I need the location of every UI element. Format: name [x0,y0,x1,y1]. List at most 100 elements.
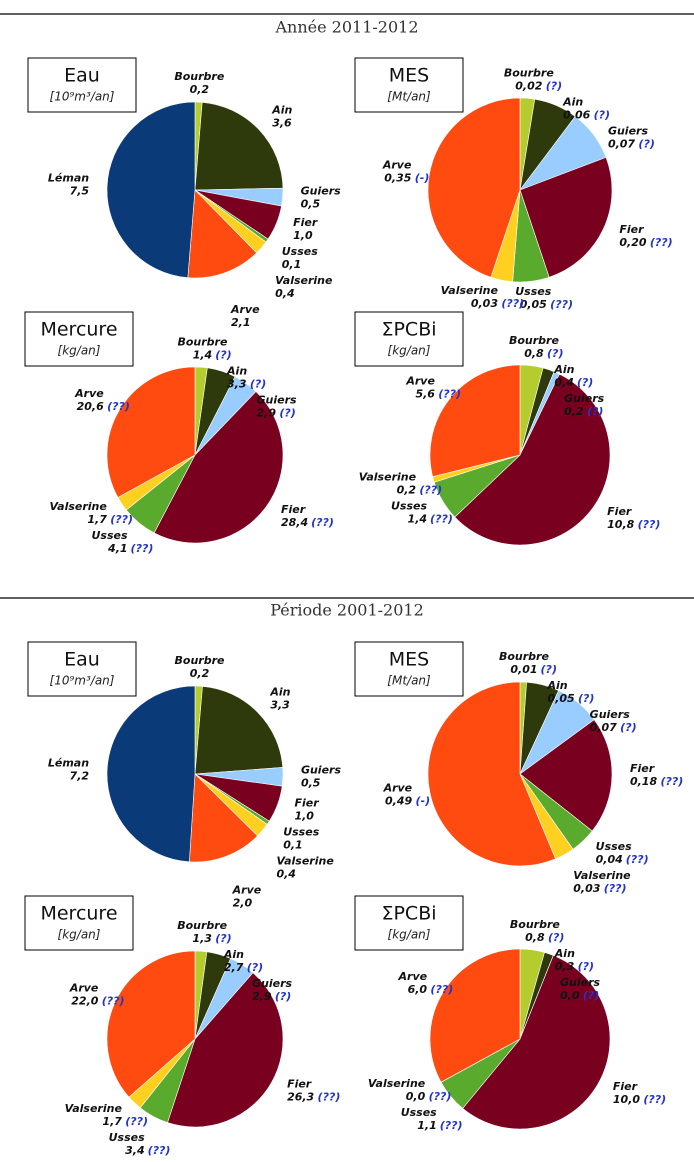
uncertainty-note: (?) [250,377,266,390]
pie-slice [153,391,284,544]
value-label: 0,5 [301,198,321,211]
value-label: 1,7 [102,1115,122,1128]
slice-label: Guiers [564,392,605,405]
chart-subtitle: [kg/an] [58,928,101,942]
chart-subtitle: [kg/an] [58,344,101,358]
slice-label: Fier [619,223,644,236]
uncertainty-note: (??) [125,1115,148,1128]
pie-slice [519,156,613,278]
uncertainty-note: (??) [626,853,649,866]
slice-label: Léman [48,757,89,770]
slice-label: Valserine [50,500,108,513]
title-box [354,57,464,113]
value-label: 2,0 [233,897,253,910]
slice-label: Bourbre [177,335,227,348]
slice-label: Ain [269,685,290,698]
slice-label: Arve [230,303,260,316]
uncertainty-note: (??) [501,297,524,310]
uncertainty-note: (?) [547,347,563,360]
slice-label: Valserine [441,284,499,297]
value-label: 7,2 [70,770,90,783]
chart-title: Eau [64,65,100,87]
slice-label: Guiers [301,185,342,198]
uncertainty-note: (?) [279,406,295,419]
slice-label: Arve [383,782,413,795]
value-label: 0,4 [554,376,574,389]
uncertainty-note: (??) [430,512,453,525]
slice-label: Valserine [65,1102,123,1115]
uncertainty-note: (?) [578,692,594,705]
value-label: 0,04 [596,853,623,866]
slice-label: Usses [596,840,632,853]
value-label: 0,07 [608,137,635,150]
value-label: 0,2 [397,483,417,496]
slice-label: Usses [515,285,551,298]
slice-label: Bourbre [510,918,560,931]
uncertainty-note: (-) [415,171,430,184]
slice-label: Bourbre [509,334,559,347]
slice-label: Bourbre [504,66,554,79]
slice-label: Bourbre [175,654,225,667]
value-label: 0,1 [282,258,302,271]
pie-slice [167,972,284,1128]
slice-label: Fier [613,1080,638,1093]
value-label: 0,35 [384,171,411,184]
slice-label: Arve [232,884,262,897]
title-box [27,641,137,697]
slice-label: Valserine [275,274,333,287]
value-label: 0,20 [619,236,646,249]
pie-slice [106,366,196,498]
chart-title: ΣPCBi [381,319,436,341]
uncertainty-note: (??) [438,387,461,400]
slice-label: Arve [382,158,412,171]
slice-label: Léman [48,172,89,185]
slice-label: Bourbre [174,70,224,83]
value-label: 26,3 [287,1091,314,1104]
uncertainty-note: (?) [541,663,557,676]
pie-slice [454,373,611,546]
uncertainty-note: (??) [650,236,673,249]
slice-label: Ain [562,95,583,108]
value-label: 0,8 [524,347,544,360]
uncertainty-note: (?) [247,961,263,974]
value-label: 1,4 [193,348,213,361]
uncertainty-note: (??) [311,516,334,529]
chart-subtitle: [kg/an] [388,928,431,942]
value-label: 0,8 [525,931,545,944]
value-label: 3,4 [125,1144,145,1157]
value-label: 0,3 [555,960,575,973]
chart-subtitle: [kg/an] [388,344,431,358]
uncertainty-note: (?) [215,932,231,945]
value-label: 1,7 [87,513,107,526]
value-label: 0,5 [301,776,321,789]
uncertainty-note: (?) [638,137,654,150]
uncertainty-note: (??) [638,518,661,531]
uncertainty-note: (?) [620,721,636,734]
value-label: 1,0 [294,810,314,823]
chart-subtitle: [10⁹m³/an] [50,674,115,688]
uncertainty-note: (?) [587,405,603,418]
slice-label: Valserine [573,869,631,882]
uncertainty-note: (??) [318,1091,341,1104]
slice-label: Ain [554,947,575,960]
slice-label: Guiers [257,393,298,406]
value-label: 10,0 [613,1093,640,1106]
title-box [354,895,464,951]
uncertainty-note: (??) [440,1119,463,1132]
uncertainty-note: (??) [643,1093,666,1106]
slice-label: Ain [271,103,292,116]
slice-label: Arve [74,387,104,400]
slice-label: Usses [391,499,427,512]
pie-slice [519,719,613,832]
uncertainty-note: (?) [594,108,610,121]
value-label: 0,06 [563,108,590,121]
slice-label: Usses [401,1106,437,1119]
slice-label: Arve [69,981,99,994]
value-label: 2,9 [252,990,272,1003]
chart-title: MES [389,649,429,671]
slice-label: Guiers [560,976,601,989]
pie-slice [189,773,258,863]
title-box [354,641,464,697]
uncertainty-note: (?) [548,931,564,944]
value-label: 2,9 [257,406,277,419]
